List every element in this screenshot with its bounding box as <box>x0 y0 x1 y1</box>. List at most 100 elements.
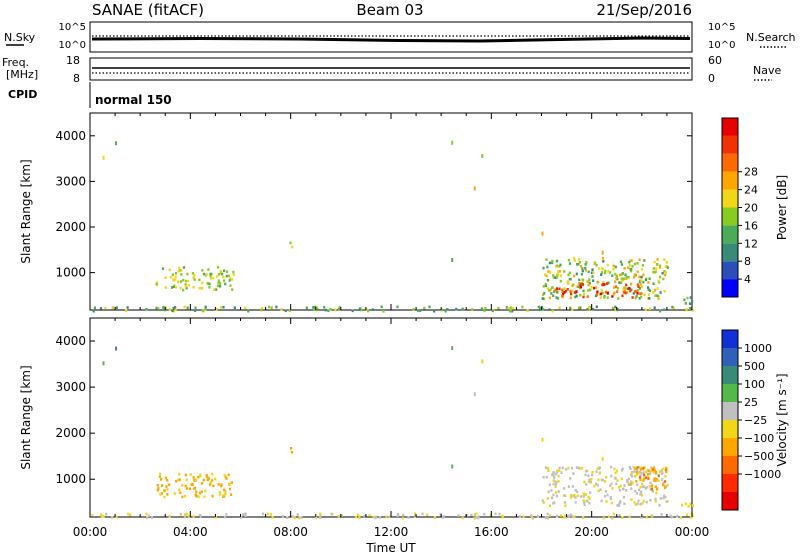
echo-cell <box>616 290 619 293</box>
echo-cell <box>477 515 480 518</box>
echo-cell <box>205 273 208 276</box>
echo-cell <box>663 270 666 273</box>
echo-cell <box>305 306 308 310</box>
echo-cell <box>428 305 431 309</box>
echo-cell <box>300 516 303 519</box>
echo-cell <box>222 275 225 279</box>
echo-cell <box>593 484 596 488</box>
echo-cell <box>179 280 183 283</box>
echo-cell <box>577 466 580 470</box>
echo-cell <box>655 472 658 475</box>
echo-cell <box>498 512 501 516</box>
echo-cell <box>324 308 327 312</box>
echo-cell <box>505 306 508 309</box>
nave-tick-high: 60 <box>708 54 722 67</box>
echo-cell <box>271 516 274 519</box>
echo-cell <box>604 269 607 273</box>
echo-cell <box>663 494 666 498</box>
echo-cell <box>652 282 655 285</box>
echo-cell <box>582 295 585 299</box>
echo-cell <box>178 473 181 476</box>
colorbar-swatch <box>722 279 738 297</box>
echo-cell <box>179 513 182 516</box>
echo-point <box>541 231 544 236</box>
echo-cell <box>147 514 150 517</box>
echo-cell <box>204 305 207 309</box>
echo-cell <box>199 514 202 518</box>
echo-cell <box>371 308 374 311</box>
echo-cell <box>219 493 222 496</box>
echo-cell <box>687 504 690 508</box>
echo-cell <box>661 478 664 481</box>
echo-cell <box>563 270 566 273</box>
echo-cell <box>620 281 623 285</box>
echo-cell <box>647 293 651 296</box>
echo-cell <box>639 474 642 477</box>
echo-cell <box>590 477 593 481</box>
echo-cell <box>689 502 692 506</box>
echo-cell <box>625 283 628 287</box>
echo-cell <box>643 477 646 481</box>
echo-cell <box>186 306 189 310</box>
colorbar-tick-label: 25 <box>744 396 758 409</box>
echo-cell <box>633 470 636 473</box>
echo-cell <box>558 287 561 291</box>
echo-cell <box>543 292 546 295</box>
echo-cell <box>639 492 642 495</box>
echo-cell <box>173 492 176 495</box>
echo-cell <box>518 515 521 518</box>
echo-cell <box>579 265 583 268</box>
echo-cell <box>275 305 278 309</box>
cpid-label: CPID <box>8 88 37 101</box>
echo-cell <box>158 475 161 479</box>
xlabel: Time UT <box>365 541 416 554</box>
echo-cell <box>647 477 650 480</box>
echo-cell <box>470 513 473 517</box>
echo-cell <box>637 466 640 469</box>
echo-cell <box>575 290 578 293</box>
echo-cell <box>174 275 177 279</box>
echo-cell <box>360 308 363 312</box>
echo-cell <box>609 496 612 499</box>
echo-cell <box>619 260 623 264</box>
echo-cell <box>614 308 617 312</box>
echo-cell <box>584 493 587 496</box>
echo-cell <box>547 490 550 494</box>
echo-cell <box>327 309 330 313</box>
echo-cell <box>574 295 577 299</box>
echo-cell <box>642 479 645 482</box>
echo-cell <box>554 483 557 486</box>
echo-cell <box>267 305 271 309</box>
echo-cell <box>473 516 476 520</box>
echo-cell <box>568 262 572 265</box>
echo-cell <box>561 466 564 470</box>
echo-cell <box>632 292 635 295</box>
echo-cell <box>613 286 616 289</box>
echo-cell <box>522 515 525 518</box>
echo-cell <box>589 288 592 292</box>
echo-cell <box>559 514 562 517</box>
echo-cell <box>618 486 621 489</box>
echo-cell <box>632 276 636 279</box>
echo-cell <box>639 292 642 295</box>
time-axis: 00:00 04:00 08:00 12:00 16:00 20:00 00:00 <box>73 525 710 539</box>
echo-cell <box>629 483 632 486</box>
echo-cell <box>337 308 341 311</box>
echo-cell <box>603 283 606 286</box>
echo-cell <box>477 516 480 520</box>
echo-cell <box>654 288 657 292</box>
echo-cell <box>623 502 626 505</box>
echo-cell <box>181 484 184 487</box>
echo-cell <box>630 259 633 262</box>
echo-point <box>115 346 118 351</box>
echo-cell <box>639 468 643 471</box>
echo-cell <box>624 287 627 290</box>
echo-cell <box>683 298 686 302</box>
echo-cell <box>602 281 605 284</box>
echo-cell <box>656 287 659 290</box>
echo-cell <box>414 512 417 516</box>
echo-cell <box>204 489 207 493</box>
echo-cell <box>623 267 626 270</box>
echo-cell <box>650 469 653 473</box>
echo-cell <box>183 305 186 309</box>
